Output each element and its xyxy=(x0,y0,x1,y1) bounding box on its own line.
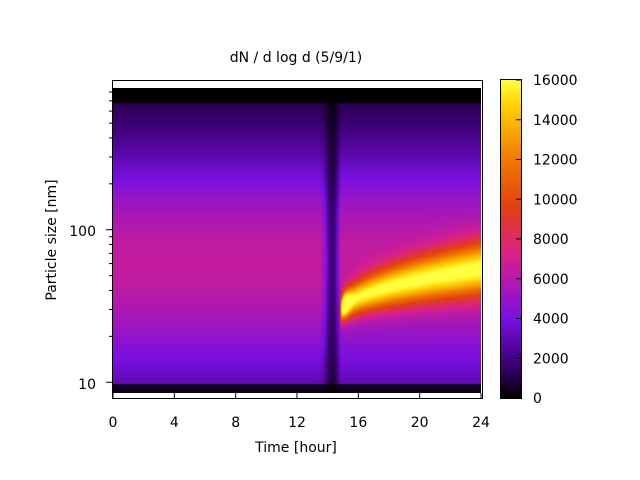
y-tick-label-100: 100 xyxy=(69,224,96,240)
y-axis: 10 100 xyxy=(69,91,112,393)
x-tick-label: 16 xyxy=(349,415,367,431)
x-tick-label: 8 xyxy=(231,415,240,431)
plot-frame xyxy=(112,80,483,399)
colorbar-tick-label: 16000 xyxy=(533,73,578,89)
chart-title: dN / d log d (5/9/1) xyxy=(230,50,363,66)
y-tick-label-10: 10 xyxy=(78,377,96,393)
heatmap-image xyxy=(113,88,481,393)
colorbar-tick-label: 10000 xyxy=(533,192,578,208)
colorbar-frame xyxy=(500,79,522,399)
colorbar-tick-label: 0 xyxy=(533,391,542,407)
x-tick-label: 24 xyxy=(472,415,490,431)
colorbar-tick-label: 14000 xyxy=(533,113,578,129)
x-tick-label: 20 xyxy=(411,415,429,431)
colorbar-tick-label: 4000 xyxy=(533,312,569,328)
colorbar-tick-label: 2000 xyxy=(533,351,569,367)
colorbar-tick-label: 12000 xyxy=(533,153,578,169)
x-tick-label: 0 xyxy=(109,415,118,431)
y-axis-label: Particle size [nm] xyxy=(44,179,60,300)
x-tick-label: 12 xyxy=(288,415,306,431)
colorbar: 0 2000 4000 6000 8000 10000 12000 14000 16000 xyxy=(500,73,578,407)
x-axis: 0 4 8 12 16 20 24 xyxy=(109,393,490,431)
colorbar-ticks: 0 2000 4000 6000 8000 10000 12000 14000 16000 xyxy=(516,73,578,407)
colorbar-tick-label: 8000 xyxy=(533,232,569,248)
heatmap-plot xyxy=(112,80,483,399)
colorbar-tick-label: 6000 xyxy=(533,272,569,288)
x-axis-label: Time [hour] xyxy=(254,440,337,456)
x-tick-label: 4 xyxy=(170,415,179,431)
